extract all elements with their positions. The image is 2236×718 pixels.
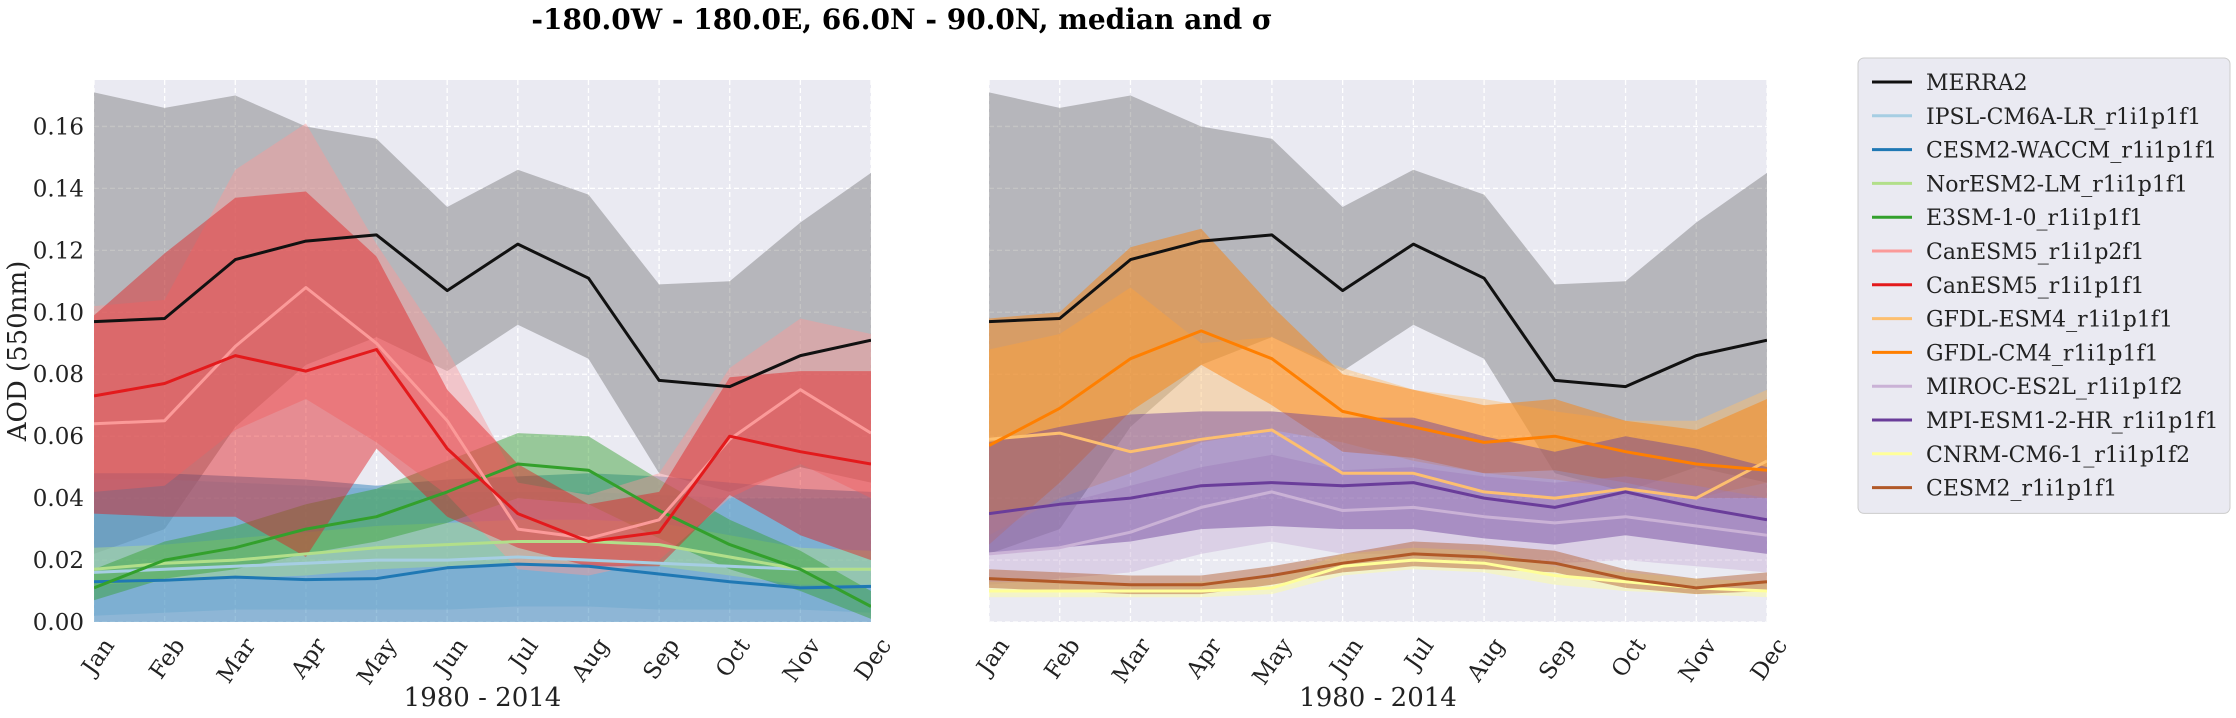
sigma-band-noresm2-lm_r1i1p1f1: [94, 519, 871, 585]
plot-background: [94, 80, 871, 622]
x-tick-label: Nov: [778, 634, 826, 687]
series-line-noresm2-lm_r1i1p1f1: [94, 540, 871, 571]
legend-label: GFDL-CM4_r1i1p1f1: [1926, 341, 2159, 366]
series-line-gfdl-esm4_r1i1p1f1: [989, 428, 1767, 500]
x-tick-label: Dec: [1746, 634, 1793, 686]
sigma-band-cesm2_r1i1p1f1: [989, 541, 1767, 595]
x-tick-label: Dec: [850, 634, 897, 686]
sigma-band-gfdl-cm4_r1i1p1f1: [989, 228, 1767, 545]
x-axis-label: 1980 - 2014: [404, 683, 562, 713]
y-tick-label: 0.08: [33, 362, 84, 388]
series-line-canesm5_r1i1p1f1: [94, 348, 871, 543]
x-tick-label: Jun: [1324, 634, 1369, 683]
series-line-ipsl-cm6a-lr_r1i1p1f1: [94, 555, 871, 574]
y-tick-label: 0.06: [33, 424, 84, 450]
x-tick-label: Jul: [503, 634, 543, 676]
y-tick-label: 0.12: [33, 238, 84, 264]
x-tick-label: Jun: [428, 634, 473, 683]
y-tick-label: 0.14: [33, 176, 84, 202]
series-line-gfdl-cm4_r1i1p1f1: [989, 329, 1767, 472]
plot-area: [94, 92, 871, 622]
series-line-merra2: [989, 233, 1767, 389]
series-line-e3sm-1-0_r1i1p1f1: [94, 462, 871, 608]
x-tick-label: Apr: [286, 634, 332, 684]
y-tick-label: 0.04: [33, 486, 84, 512]
y-tick-label: 0.00: [33, 610, 84, 636]
plot-area: [989, 92, 1767, 598]
x-tick-label: Nov: [1674, 634, 1722, 687]
legend: MERRA2 IPSL-CM6A-LR_r1i1p1f1 CESM2-WACCM_r…: [1857, 57, 2231, 514]
legend-label: MERRA2: [1926, 71, 2028, 96]
legend-label: MIROC-ES2L_r1i1p1f2: [1926, 375, 2183, 400]
x-tick-label: Mar: [212, 634, 261, 688]
x-tick-label: Mar: [1107, 634, 1156, 688]
x-tick-label: Apr: [1181, 634, 1227, 684]
x-tick-label: Jan: [76, 634, 120, 682]
legend-box: [1857, 57, 2231, 514]
x-tick-label: May: [1248, 634, 1298, 690]
x-tick-label: Feb: [145, 634, 191, 684]
x-tick-label: Jul: [1399, 634, 1439, 676]
legend-label: GFDL-ESM4_r1i1p1f1: [1926, 308, 2173, 333]
y-tick-label: 0.16: [33, 114, 84, 140]
left-plot-panel: 0.00 0.02 0.04 0.06 0.08 0.10 0.12 0.14 0.16 Jan F…: [3, 80, 897, 713]
legend-label: CanESM5_r1i1p2f1: [1926, 240, 2145, 265]
legend-label: NorESM2-LM_r1i1p1f1: [1926, 172, 2188, 197]
series-line-cnrm-cm6-1_r1i1p1f2: [989, 558, 1767, 593]
y-tick-label: 0.02: [33, 548, 84, 574]
x-tick-label: Aug: [566, 633, 614, 687]
x-tick-label: Feb: [1040, 634, 1086, 684]
sigma-band-ipsl-cm6a-lr_r1i1p1f1: [94, 479, 871, 616]
x-tick-label: Sep: [639, 634, 686, 685]
sigma-band-merra2: [989, 92, 1767, 554]
series-line-cesm2-waccm_r1i1p1f1: [94, 562, 871, 590]
series-line-mpi-esm1-2-hr_r1i1p1f1: [989, 481, 1767, 522]
right-plot-panel: Jan Feb Mar Apr May Jun Jul Aug Sep Oct Nov Dec 1980…: [971, 80, 1793, 713]
y-axis-label: AOD (550nm): [3, 261, 33, 443]
legend-label: E3SM-1-0_r1i1p1f1: [1926, 206, 2143, 231]
x-tick-label: Aug: [1462, 633, 1510, 687]
legend-label: CESM2-WACCM_r1i1p1f1: [1926, 139, 2217, 164]
legend-label: CESM2_r1i1p1f1: [1926, 477, 2117, 502]
sigma-band-canesm5_r1i1p2f1: [94, 123, 871, 576]
sigma-band-canesm5_r1i1p1f1: [94, 191, 871, 567]
series-line-miroc-es2l_r1i1p1f2: [989, 490, 1767, 556]
plot-background: [989, 80, 1767, 622]
sigma-band-merra2: [94, 92, 871, 554]
x-tick-label: Sep: [1534, 634, 1581, 685]
figure-title: -180.0W - 180.0E, 66.0N - 90.0N, median …: [531, 3, 1272, 36]
x-axis-label: 1980 - 2014: [1299, 683, 1457, 713]
x-tick-label: Jan: [971, 634, 1015, 682]
x-tick-label: Oct: [1607, 633, 1652, 682]
x-tick-label: Oct: [711, 633, 756, 682]
legend-label: CanESM5_r1i1p1f1: [1926, 274, 2145, 299]
legend-label: IPSL-CM6A-LR_r1i1p1f1: [1926, 105, 2201, 130]
legend-label: CNRM-CM6-1_r1i1p1f2: [1926, 443, 2190, 468]
sigma-band-gfdl-esm4_r1i1p1f1: [989, 287, 1767, 536]
series-line-merra2: [94, 233, 871, 389]
series-line-cesm2_r1i1p1f1: [989, 552, 1767, 590]
x-tick-label: May: [352, 634, 402, 690]
legend-label: MPI-ESM1-2-HR_r1i1p1f1: [1926, 409, 2219, 434]
sigma-band-e3sm-1-0_r1i1p1f1: [94, 433, 871, 619]
y-tick-label: 0.10: [33, 300, 84, 326]
